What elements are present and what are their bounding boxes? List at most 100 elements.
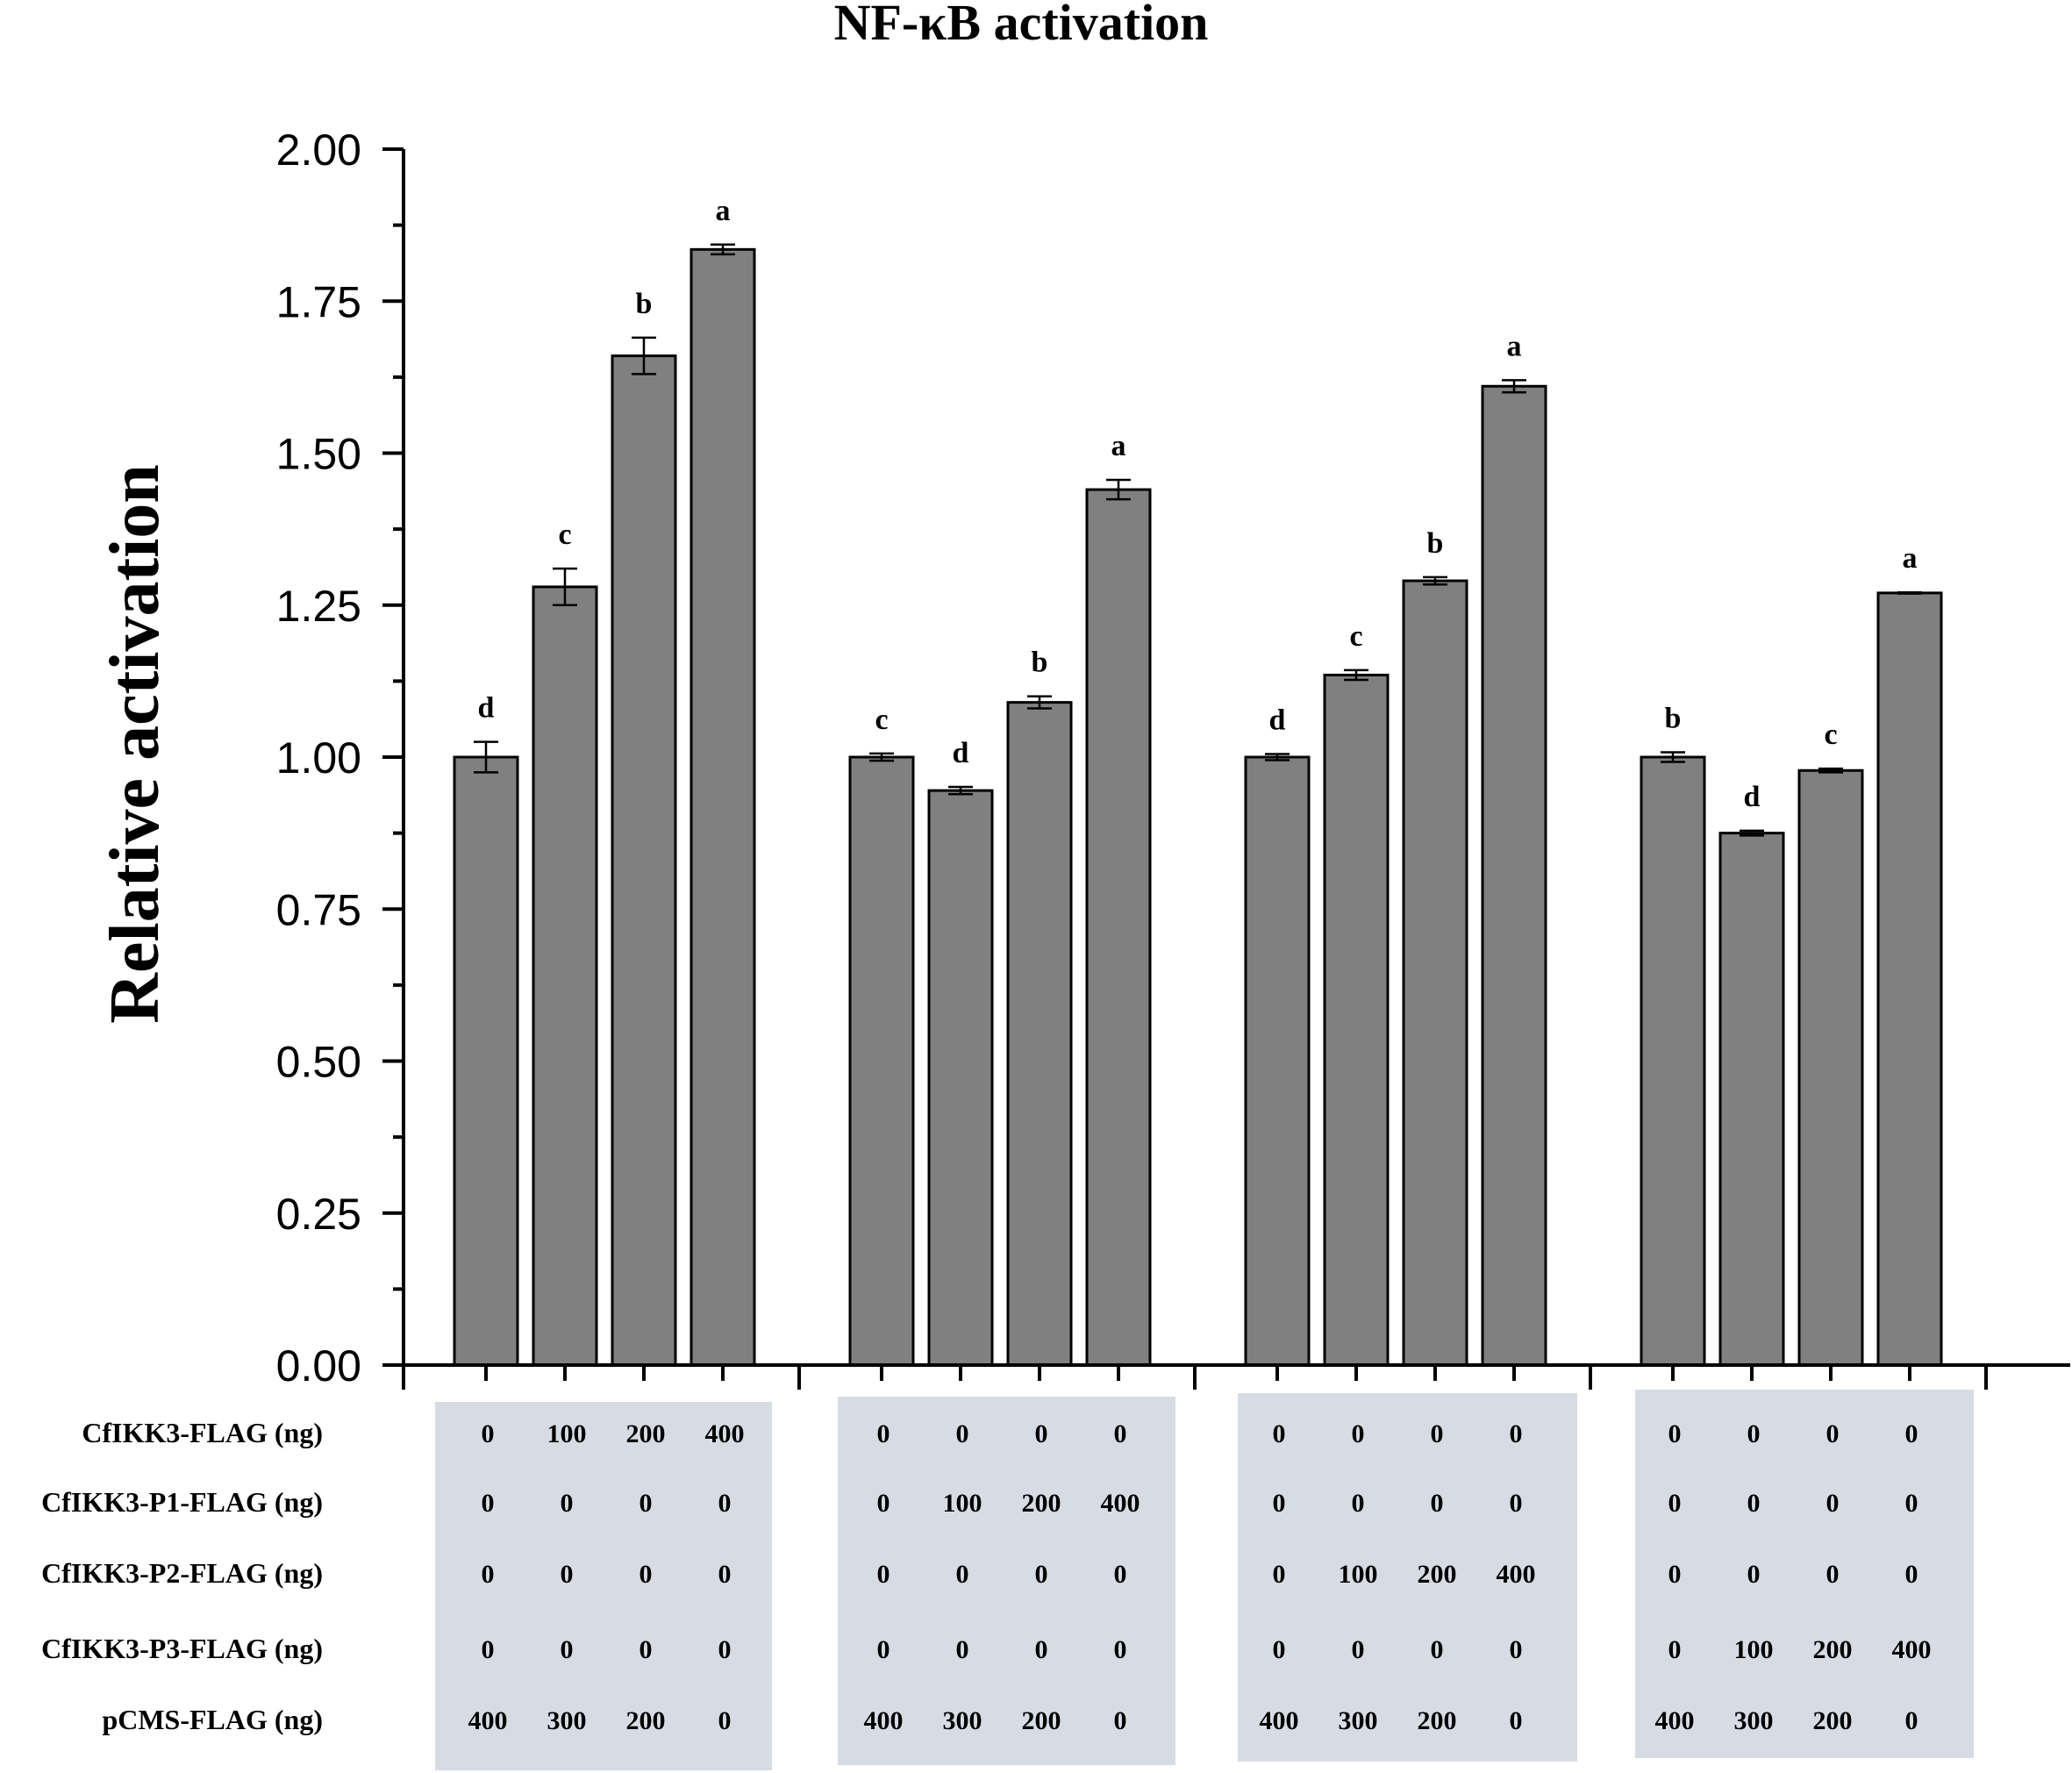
- table-row-label: CfIKK3-FLAG (ng): [82, 1417, 323, 1448]
- table-cell: 0: [482, 1419, 495, 1448]
- table-row-label: pCMS-FLAG (ng): [102, 1704, 323, 1735]
- table-cell: 0: [1905, 1706, 1918, 1735]
- bar: [1718, 832, 1785, 1367]
- table-cell: 0: [1431, 1419, 1444, 1448]
- table-cell: 0: [718, 1489, 732, 1518]
- bar: [848, 755, 915, 1367]
- bar: [689, 247, 756, 1367]
- table-cell: 0: [1826, 1560, 1840, 1589]
- table-cell: 0: [1114, 1635, 1127, 1664]
- table-cell: 300: [943, 1706, 982, 1735]
- table-cell: 200: [1813, 1706, 1853, 1735]
- table-cell: 0: [1747, 1419, 1761, 1448]
- table-cell: 400: [1655, 1706, 1695, 1735]
- table-panel-2: [838, 1397, 1175, 1765]
- table-panel-1: [435, 1402, 772, 1770]
- bar: [927, 789, 994, 1367]
- table-cell: 400: [1892, 1635, 1932, 1664]
- table-panel-4: [1635, 1390, 1974, 1758]
- table-cell: 0: [1668, 1489, 1682, 1518]
- table-row-label: CfIKK3-P2-FLAG (ng): [41, 1557, 323, 1589]
- table-cell: 300: [1339, 1706, 1378, 1735]
- table-cell: 200: [1022, 1706, 1061, 1735]
- significance-letter: a: [1903, 542, 1918, 575]
- table-cell: 0: [1114, 1706, 1127, 1735]
- table-cell: 300: [1734, 1706, 1774, 1735]
- table-cell: 300: [547, 1706, 587, 1735]
- labels-layer: d 0 0 0 0 400 c 100 0 0 0 300 b 200 0 0 0 200 a 400 0 0 0 0 c 0 0 0…: [41, 125, 1931, 1735]
- table-cell: 0: [1352, 1635, 1365, 1664]
- table-cell: 0: [956, 1635, 969, 1664]
- bar: [1797, 769, 1864, 1367]
- table-cell: 0: [718, 1635, 732, 1664]
- table-cell: 0: [1747, 1489, 1761, 1518]
- significance-letter: c: [558, 518, 571, 551]
- table-cell: 0: [1035, 1560, 1048, 1589]
- y-tick-label: 0.00: [276, 1341, 361, 1391]
- significance-letter: d: [1744, 781, 1761, 813]
- significance-letter: b: [1427, 527, 1444, 560]
- significance-letter: a: [716, 195, 731, 227]
- bar: [611, 354, 677, 1367]
- table-cell: 200: [626, 1419, 666, 1448]
- table-cell: 0: [1905, 1419, 1918, 1448]
- table-cell: 0: [956, 1560, 969, 1589]
- chart-title: NF-κB activation: [834, 0, 1209, 51]
- table-cell: 0: [1510, 1419, 1523, 1448]
- y-tick-label: 1.25: [276, 582, 361, 631]
- y-tick-label: 1.00: [276, 733, 361, 783]
- y-tick-label: 1.75: [276, 277, 361, 326]
- table-cell: 200: [1418, 1560, 1457, 1589]
- table-cell: 0: [561, 1560, 574, 1589]
- y-axis-label: Relative activation: [96, 464, 174, 1024]
- table-cell: 0: [482, 1489, 495, 1518]
- table-cell: 400: [468, 1706, 508, 1735]
- bar: [1402, 579, 1468, 1367]
- table-cell: 200: [1813, 1635, 1853, 1664]
- significance-letter: d: [1269, 704, 1286, 737]
- table-cell: 0: [1114, 1560, 1127, 1589]
- significance-letter: b: [636, 288, 653, 320]
- table-cell: 0: [482, 1635, 495, 1664]
- table-cell: 400: [1101, 1489, 1140, 1518]
- table-cell: 0: [956, 1419, 969, 1448]
- table-cell: 0: [561, 1635, 574, 1664]
- y-tick-label: 0.75: [276, 885, 361, 934]
- table-cell: 100: [1734, 1635, 1774, 1664]
- y-tick-label: 0.25: [276, 1190, 361, 1239]
- table-cell: 100: [547, 1419, 587, 1448]
- table-cell: 0: [718, 1560, 732, 1589]
- table-cell: 200: [1022, 1489, 1061, 1518]
- significance-letter: c: [1349, 620, 1362, 653]
- table-cell: 0: [1273, 1489, 1286, 1518]
- table-cell: 100: [943, 1489, 982, 1518]
- significance-letter: d: [953, 737, 969, 769]
- table-cell: 0: [718, 1706, 732, 1735]
- table-cell: 0: [561, 1489, 574, 1518]
- table-cell: 200: [1418, 1706, 1457, 1735]
- bar: [532, 585, 598, 1367]
- table-cell: 400: [705, 1419, 745, 1448]
- bar: [1006, 701, 1073, 1367]
- table-cell: 0: [1905, 1489, 1918, 1518]
- significance-letter: a: [1111, 430, 1126, 462]
- significance-letter: a: [1507, 330, 1522, 362]
- table-cell: 0: [1668, 1635, 1682, 1664]
- bar: [1640, 755, 1706, 1367]
- table-cell: 0: [1431, 1489, 1444, 1518]
- condition-table-panels: [435, 1390, 1974, 1770]
- table-row-label: CfIKK3-P3-FLAG (ng): [41, 1633, 323, 1664]
- table-cell: 0: [1352, 1419, 1365, 1448]
- table-cell: 0: [1510, 1706, 1523, 1735]
- table-cell: 0: [877, 1635, 890, 1664]
- table-cell: 0: [877, 1489, 890, 1518]
- table-cell: 0: [1510, 1489, 1523, 1518]
- table-cell: 0: [1905, 1560, 1918, 1589]
- table-cell: 0: [1668, 1560, 1682, 1589]
- table-cell: 0: [1826, 1489, 1840, 1518]
- table-cell: 0: [639, 1489, 653, 1518]
- table-cell: 0: [1035, 1635, 1048, 1664]
- table-cell: 100: [1339, 1560, 1378, 1589]
- bar: [1323, 673, 1390, 1367]
